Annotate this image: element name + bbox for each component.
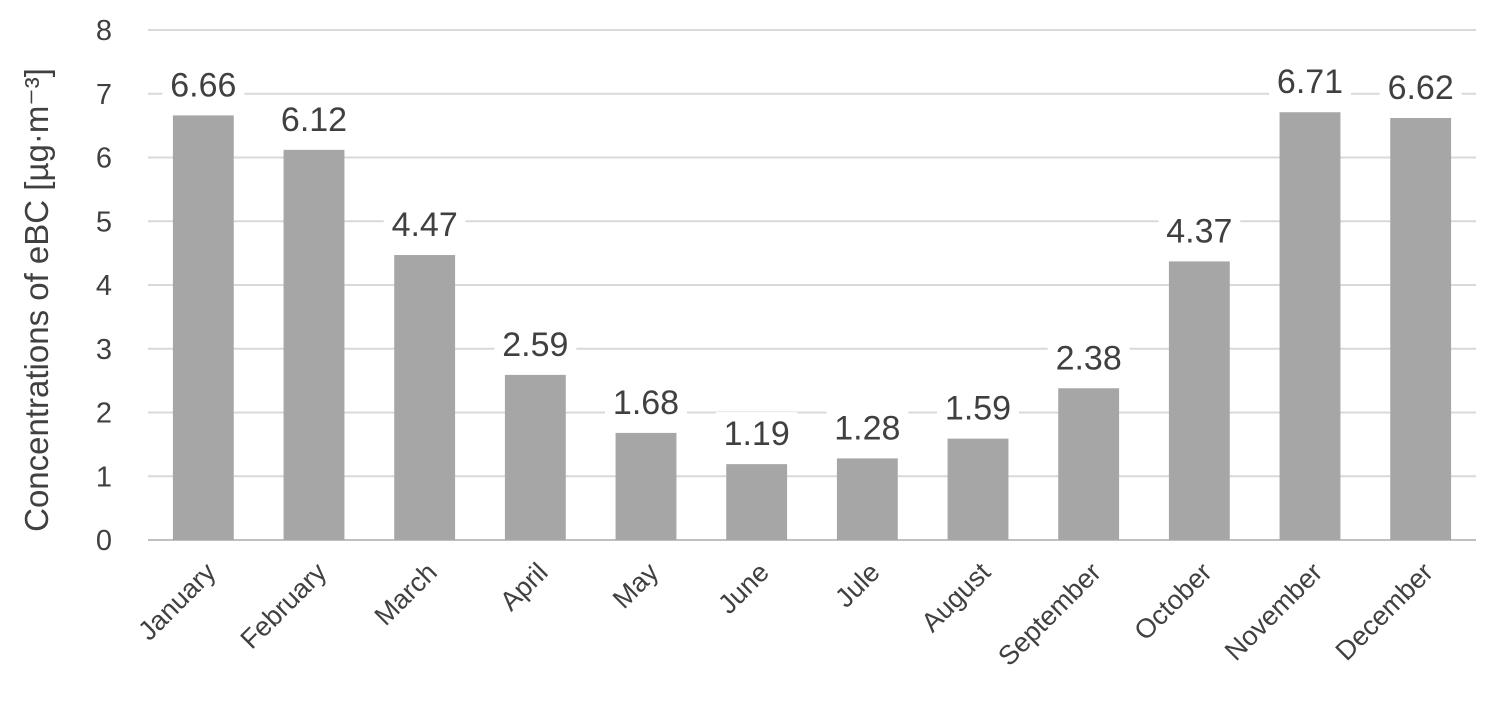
- data-label: 6.12: [281, 101, 347, 139]
- data-label: 1.68: [613, 384, 679, 422]
- bar-january: [172, 115, 234, 541]
- x-tick-label: Jule: [829, 557, 885, 613]
- data-label-background: [383, 203, 466, 244]
- bar-november: [1279, 112, 1341, 541]
- bar-august: [947, 438, 1009, 540]
- data-label-background: [605, 380, 687, 421]
- y-tick-label: 8: [96, 15, 112, 47]
- y-axis-label: Concentrations of eBC [µg·m⁻³]: [18, 68, 55, 532]
- bar-june: [726, 464, 788, 540]
- y-tick-label: 7: [96, 79, 112, 111]
- bar-april: [504, 374, 566, 540]
- data-label: 4.47: [392, 206, 458, 244]
- gridlines: [148, 29, 1476, 541]
- bar-september: [1058, 388, 1120, 540]
- y-tick-label: 4: [96, 270, 112, 302]
- bar-december: [1390, 117, 1452, 540]
- y-tick-label: 2: [96, 398, 112, 430]
- data-label-background: [1379, 65, 1462, 106]
- x-tick-label: November: [1219, 557, 1328, 666]
- bar-march: [394, 255, 456, 540]
- bar-jule: [836, 458, 898, 540]
- data-label: 6.71: [1277, 63, 1343, 101]
- x-tick-label: September: [992, 557, 1107, 672]
- y-axis-ticks: 0 1 2 3 4 5 6 7 8: [96, 15, 112, 557]
- x-tick-label: December: [1330, 557, 1439, 666]
- data-label: 1.28: [834, 409, 900, 447]
- x-tick-label: June: [712, 557, 775, 620]
- x-tick-label: April: [494, 557, 553, 616]
- data-label-background: [826, 406, 909, 447]
- bar-february: [283, 149, 345, 540]
- data-label-background: [1269, 60, 1351, 101]
- data-label: 6.66: [170, 66, 236, 104]
- data-label: 6.62: [1388, 69, 1454, 107]
- y-tick-label: 6: [96, 143, 112, 175]
- data-label-background: [273, 97, 355, 138]
- x-tick-label: August: [916, 557, 997, 638]
- data-label: 2.59: [502, 326, 568, 364]
- x-tick-label: January: [132, 557, 221, 646]
- y-tick-label: 5: [96, 206, 112, 238]
- data-labels: 6.66 6.12 4.47 2.59 1.68 1.19 1.28 1.59 2.38 4.37…: [162, 60, 1462, 453]
- y-tick-label: 0: [96, 525, 112, 557]
- bar-may: [615, 432, 677, 540]
- y-tick-label: 3: [96, 334, 112, 366]
- y-tick-label: 1: [96, 461, 112, 493]
- bar-october: [1168, 261, 1230, 540]
- x-axis-ticks: January February March April May June Jule Augu…: [132, 557, 1438, 672]
- data-label: 1.19: [724, 415, 790, 453]
- data-label-background: [715, 412, 798, 453]
- x-tick-label: May: [607, 557, 665, 615]
- data-label-background: [494, 322, 577, 363]
- data-label: 2.38: [1056, 339, 1122, 377]
- x-tick-label: February: [235, 557, 333, 655]
- data-label-background: [1047, 336, 1130, 377]
- x-tick-label: October: [1128, 557, 1217, 646]
- data-label-background: [162, 63, 245, 104]
- data-label-background: [1158, 209, 1241, 250]
- data-label: 4.37: [1166, 212, 1232, 250]
- data-label: 1.59: [945, 390, 1011, 428]
- x-tick-label: March: [369, 557, 443, 631]
- data-label-background: [937, 386, 1019, 427]
- bars: [172, 112, 1452, 541]
